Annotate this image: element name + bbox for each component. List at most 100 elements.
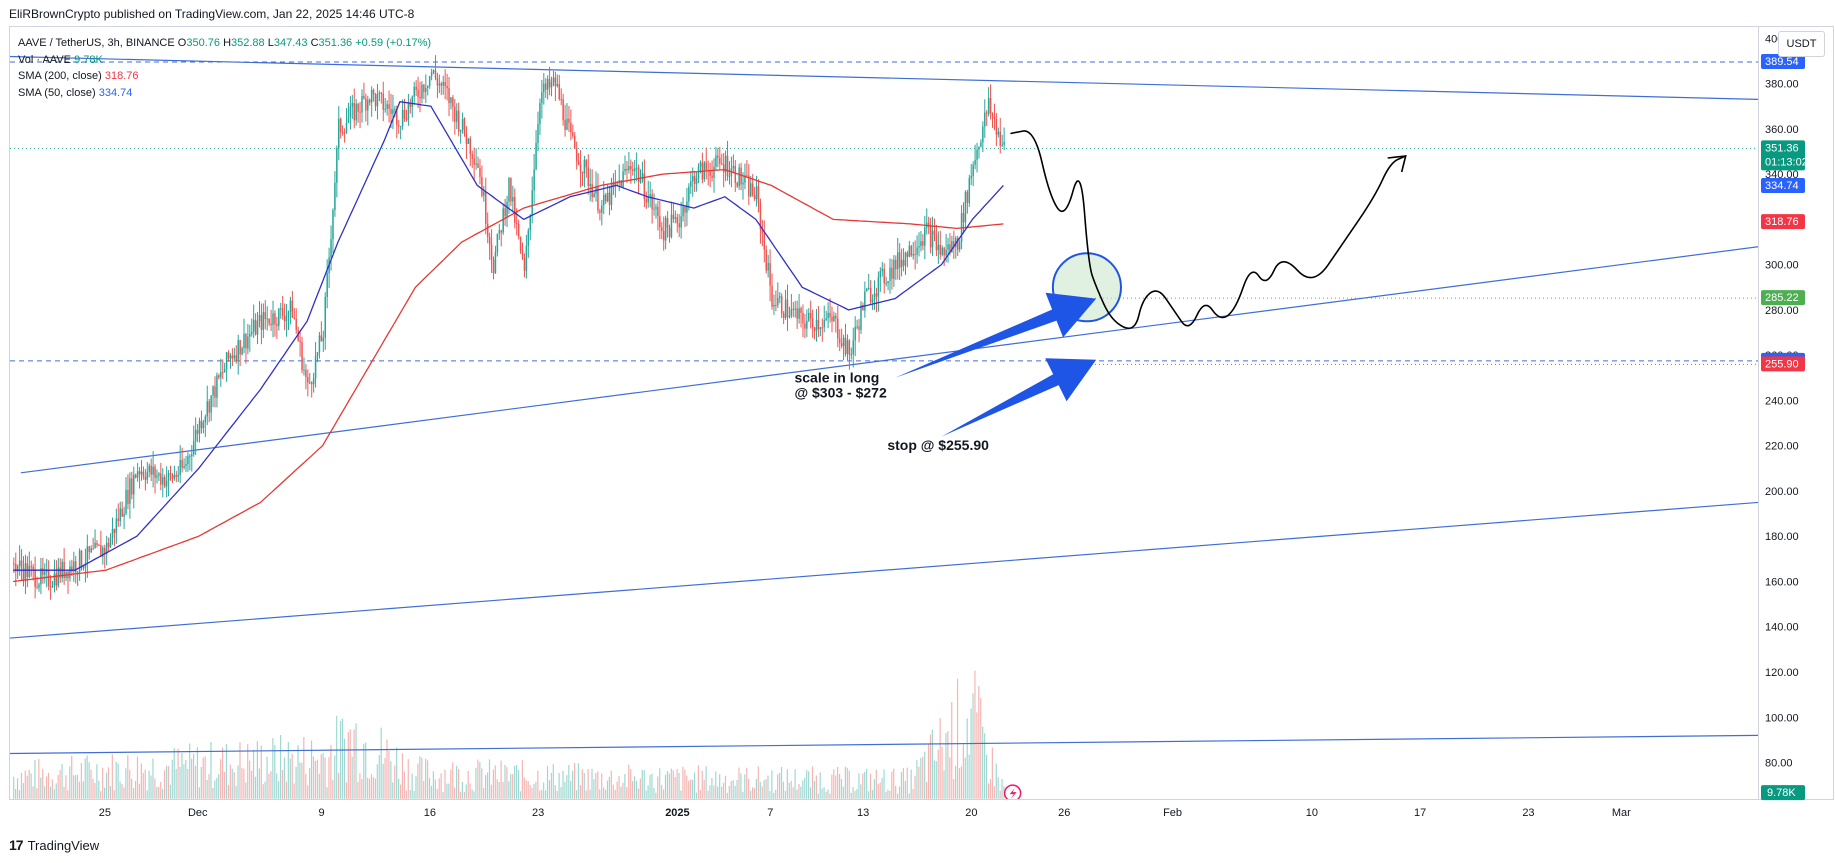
volume-bar (220, 759, 222, 799)
volume-bar (162, 789, 164, 799)
candle-body (142, 471, 145, 477)
candle-body (506, 201, 508, 217)
volume-bar (299, 762, 301, 799)
candle-body (428, 76, 431, 86)
volume-bar (703, 780, 705, 799)
volume-bar (80, 763, 82, 799)
candle-body (287, 311, 290, 316)
legend-volume-row[interactable]: Vol · AAVE 9.78K (18, 52, 431, 69)
volume-bar (773, 792, 775, 799)
volume-bar (436, 788, 438, 799)
volume-bar (324, 757, 326, 799)
price-chart-svg[interactable]: scale in long@ $303 - $272 stop @ $255.90 (10, 27, 1759, 800)
candle-body (374, 94, 377, 107)
candle-body (579, 164, 582, 172)
candle-body (121, 508, 123, 517)
candle-body (69, 566, 71, 579)
candle-body (131, 478, 133, 495)
candle-body (664, 217, 667, 241)
volume-bar (517, 770, 520, 799)
volume-bar (786, 769, 788, 799)
candle-body (846, 340, 849, 355)
candle-body (943, 247, 945, 256)
candle-body (380, 92, 383, 94)
tradingview-brand[interactable]: TradingView (27, 837, 100, 853)
candle-body (796, 308, 798, 319)
candle-body (558, 84, 561, 100)
volume-bar (856, 789, 858, 799)
candle-body (999, 131, 1002, 146)
candle-body (705, 162, 708, 170)
candle-body (583, 159, 586, 174)
candle-body (746, 175, 748, 177)
price-axis[interactable]: 80.00 100.00 120.00 140.00 160.00 180.00 200.0… (1759, 26, 1834, 801)
candle-body (831, 316, 833, 322)
candle-body (1001, 144, 1003, 146)
volume-bar (858, 773, 860, 799)
volume-bar (481, 768, 483, 799)
chart-area[interactable]: scale in long @ $303 - $272 stop @ $255.90… (9, 26, 1759, 800)
candle-body (697, 166, 700, 178)
volume-bar (245, 782, 247, 799)
candle-body (800, 308, 802, 313)
candle-body (647, 196, 649, 203)
volume-bar (185, 759, 187, 799)
chart-frame: scale in long @ $303 - $272 stop @ $255.90… (9, 26, 1834, 826)
volume-bar (82, 781, 84, 799)
candle-body (194, 429, 197, 442)
volume-bar (920, 757, 922, 799)
volume-bar (34, 760, 36, 799)
volume-bar (15, 788, 17, 799)
volume-bar (297, 745, 299, 799)
volume-label: 9.78K (1767, 787, 1796, 799)
tradingview-logo-icon[interactable]: 17 (9, 837, 24, 853)
candle-body (539, 103, 541, 124)
volume-bar (680, 790, 682, 799)
legend-symbol-row[interactable]: AAVE / TetherUS, 3h, BINANCE O350.76 H35… (18, 35, 431, 52)
currency-selector[interactable]: USDT (1778, 31, 1825, 57)
candle-body (562, 99, 564, 121)
volume-bar (109, 786, 112, 799)
legend-sma200-row[interactable]: SMA (200, close) 318.76 (18, 68, 431, 85)
volume-bar (579, 785, 581, 799)
candle-body (854, 326, 856, 341)
candle-body (933, 230, 936, 235)
candle-body (850, 354, 853, 356)
volume-bar (678, 773, 680, 799)
candle-body (32, 566, 34, 570)
price-label: 351.36 (1765, 142, 1799, 154)
candle-body (966, 191, 969, 203)
candle-body (59, 567, 62, 578)
candle-body (517, 223, 520, 237)
candle-body (167, 473, 170, 481)
candle-body (421, 84, 423, 99)
time-axis[interactable]: 25 Dec 9 16 23 2025 7 13 20 26 Feb 10 17 23 Mar (9, 800, 1759, 826)
volume-bar (419, 756, 421, 799)
volume-bar (829, 793, 831, 799)
candle-body (842, 337, 845, 347)
volume-bar (982, 726, 984, 799)
candle-body (662, 231, 665, 241)
volume-bar (622, 782, 624, 799)
volume-bar (30, 773, 32, 799)
candle-body (575, 148, 578, 162)
volume-bar (289, 758, 291, 799)
volume-bar (659, 768, 661, 799)
volume-bar (891, 771, 893, 799)
volume-bar (270, 771, 272, 799)
candle-body (935, 234, 938, 251)
candle-body (92, 548, 94, 550)
legend-sma50-row[interactable]: SMA (50, close) 334.74 (18, 85, 431, 102)
volume-bar (802, 780, 804, 799)
candle-body (956, 238, 959, 250)
candlesticks (13, 55, 1005, 600)
volume-bar (36, 788, 38, 799)
candle-body (918, 246, 920, 248)
candle-body (430, 72, 433, 77)
candle-body (492, 259, 495, 273)
volume-bar (281, 769, 284, 799)
volume-bar (732, 780, 734, 799)
volume-bar (177, 748, 179, 799)
candle-body (929, 226, 932, 248)
candle-body (152, 466, 154, 475)
